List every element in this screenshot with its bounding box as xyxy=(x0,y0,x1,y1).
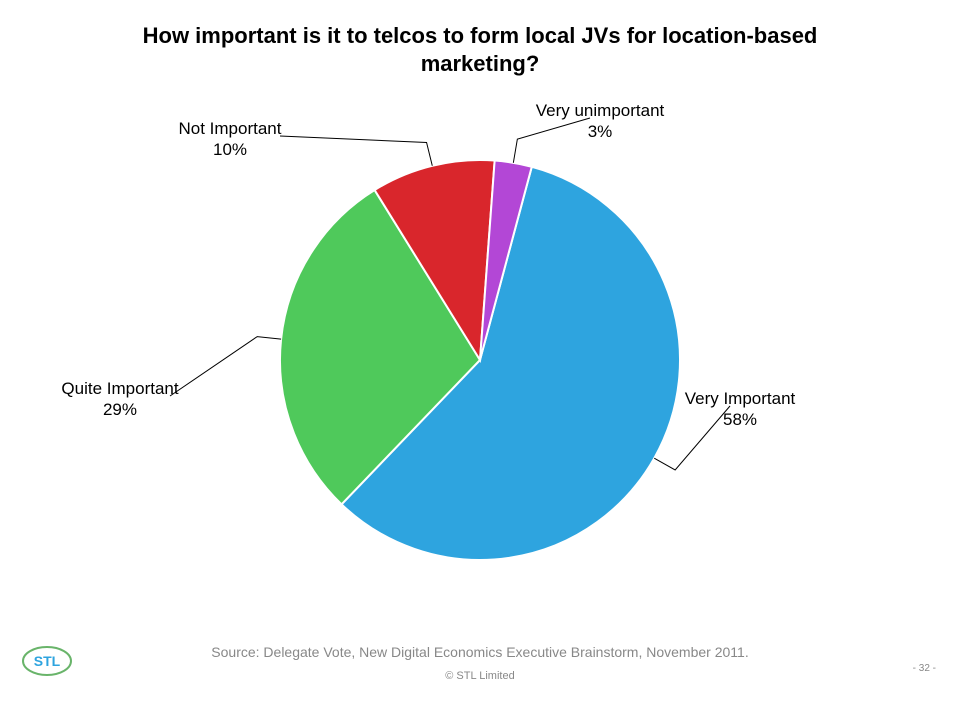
slice-label-not-important: Not Important 10% xyxy=(179,118,282,161)
slice-label-very-unimportant: Very unimportant 3% xyxy=(536,100,665,143)
slice-label-quite-important: Quite Important 29% xyxy=(61,378,178,421)
pie-chart xyxy=(0,90,960,610)
source-text: Source: Delegate Vote, New Digital Econo… xyxy=(0,644,960,660)
copyright-text: © STL Limited xyxy=(0,670,960,682)
leader-line xyxy=(280,136,432,166)
svg-text:STL: STL xyxy=(34,653,61,669)
slice-label-very-important: Very Important 58% xyxy=(685,388,796,431)
stl-logo: STL xyxy=(20,644,74,678)
chart-title: How important is it to telcos to form lo… xyxy=(0,22,960,77)
leader-line xyxy=(170,337,281,396)
pie-svg xyxy=(0,90,960,610)
page-number: - 32 - xyxy=(913,663,936,674)
